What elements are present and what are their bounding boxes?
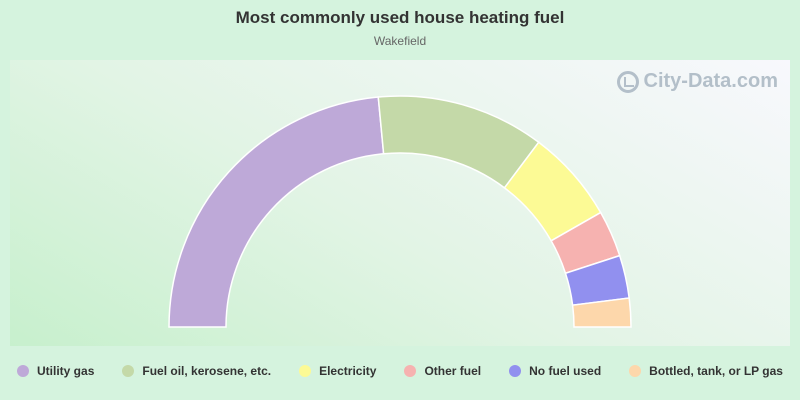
legend-item[interactable]: Bottled, tank, or LP gas bbox=[629, 364, 783, 378]
legend-item[interactable]: Electricity bbox=[299, 364, 376, 378]
legend-item[interactable]: No fuel used bbox=[509, 364, 601, 378]
legend-swatch bbox=[299, 365, 312, 377]
legend-swatch bbox=[17, 365, 30, 377]
legend-item[interactable]: Utility gas bbox=[17, 364, 94, 378]
watermark-text: City-Data.com bbox=[643, 70, 778, 92]
city-data-logo-icon bbox=[616, 70, 639, 93]
legend-item[interactable]: Other fuel bbox=[404, 364, 481, 378]
chart-subtitle: Wakefield bbox=[373, 34, 427, 48]
legend-label: Utility gas bbox=[37, 364, 95, 378]
watermark: City-Data.com bbox=[616, 70, 778, 93]
chart-title: Most commonly used house heating fuel bbox=[235, 8, 565, 27]
legend: Utility gas Fuel oil, kerosene, etc. Elect… bbox=[0, 364, 800, 378]
legend-label: Fuel oil, kerosene, etc. bbox=[142, 364, 272, 378]
semi-donut-chart bbox=[168, 95, 632, 328]
legend-swatch bbox=[629, 365, 642, 377]
legend-label: No fuel used bbox=[529, 364, 602, 378]
legend-swatch bbox=[122, 365, 135, 377]
legend-label: Electricity bbox=[319, 364, 377, 378]
legend-item[interactable]: Fuel oil, kerosene, etc. bbox=[122, 364, 271, 378]
legend-swatch bbox=[404, 365, 417, 377]
legend-label: Bottled, tank, or LP gas bbox=[649, 364, 783, 378]
legend-label: Other fuel bbox=[424, 364, 482, 378]
slice-utility-gas[interactable] bbox=[168, 96, 385, 328]
legend-swatch bbox=[509, 365, 522, 377]
slice-bottled-tank-or-lp-gas[interactable] bbox=[571, 297, 632, 328]
plot-area: City-Data.com bbox=[10, 60, 790, 346]
